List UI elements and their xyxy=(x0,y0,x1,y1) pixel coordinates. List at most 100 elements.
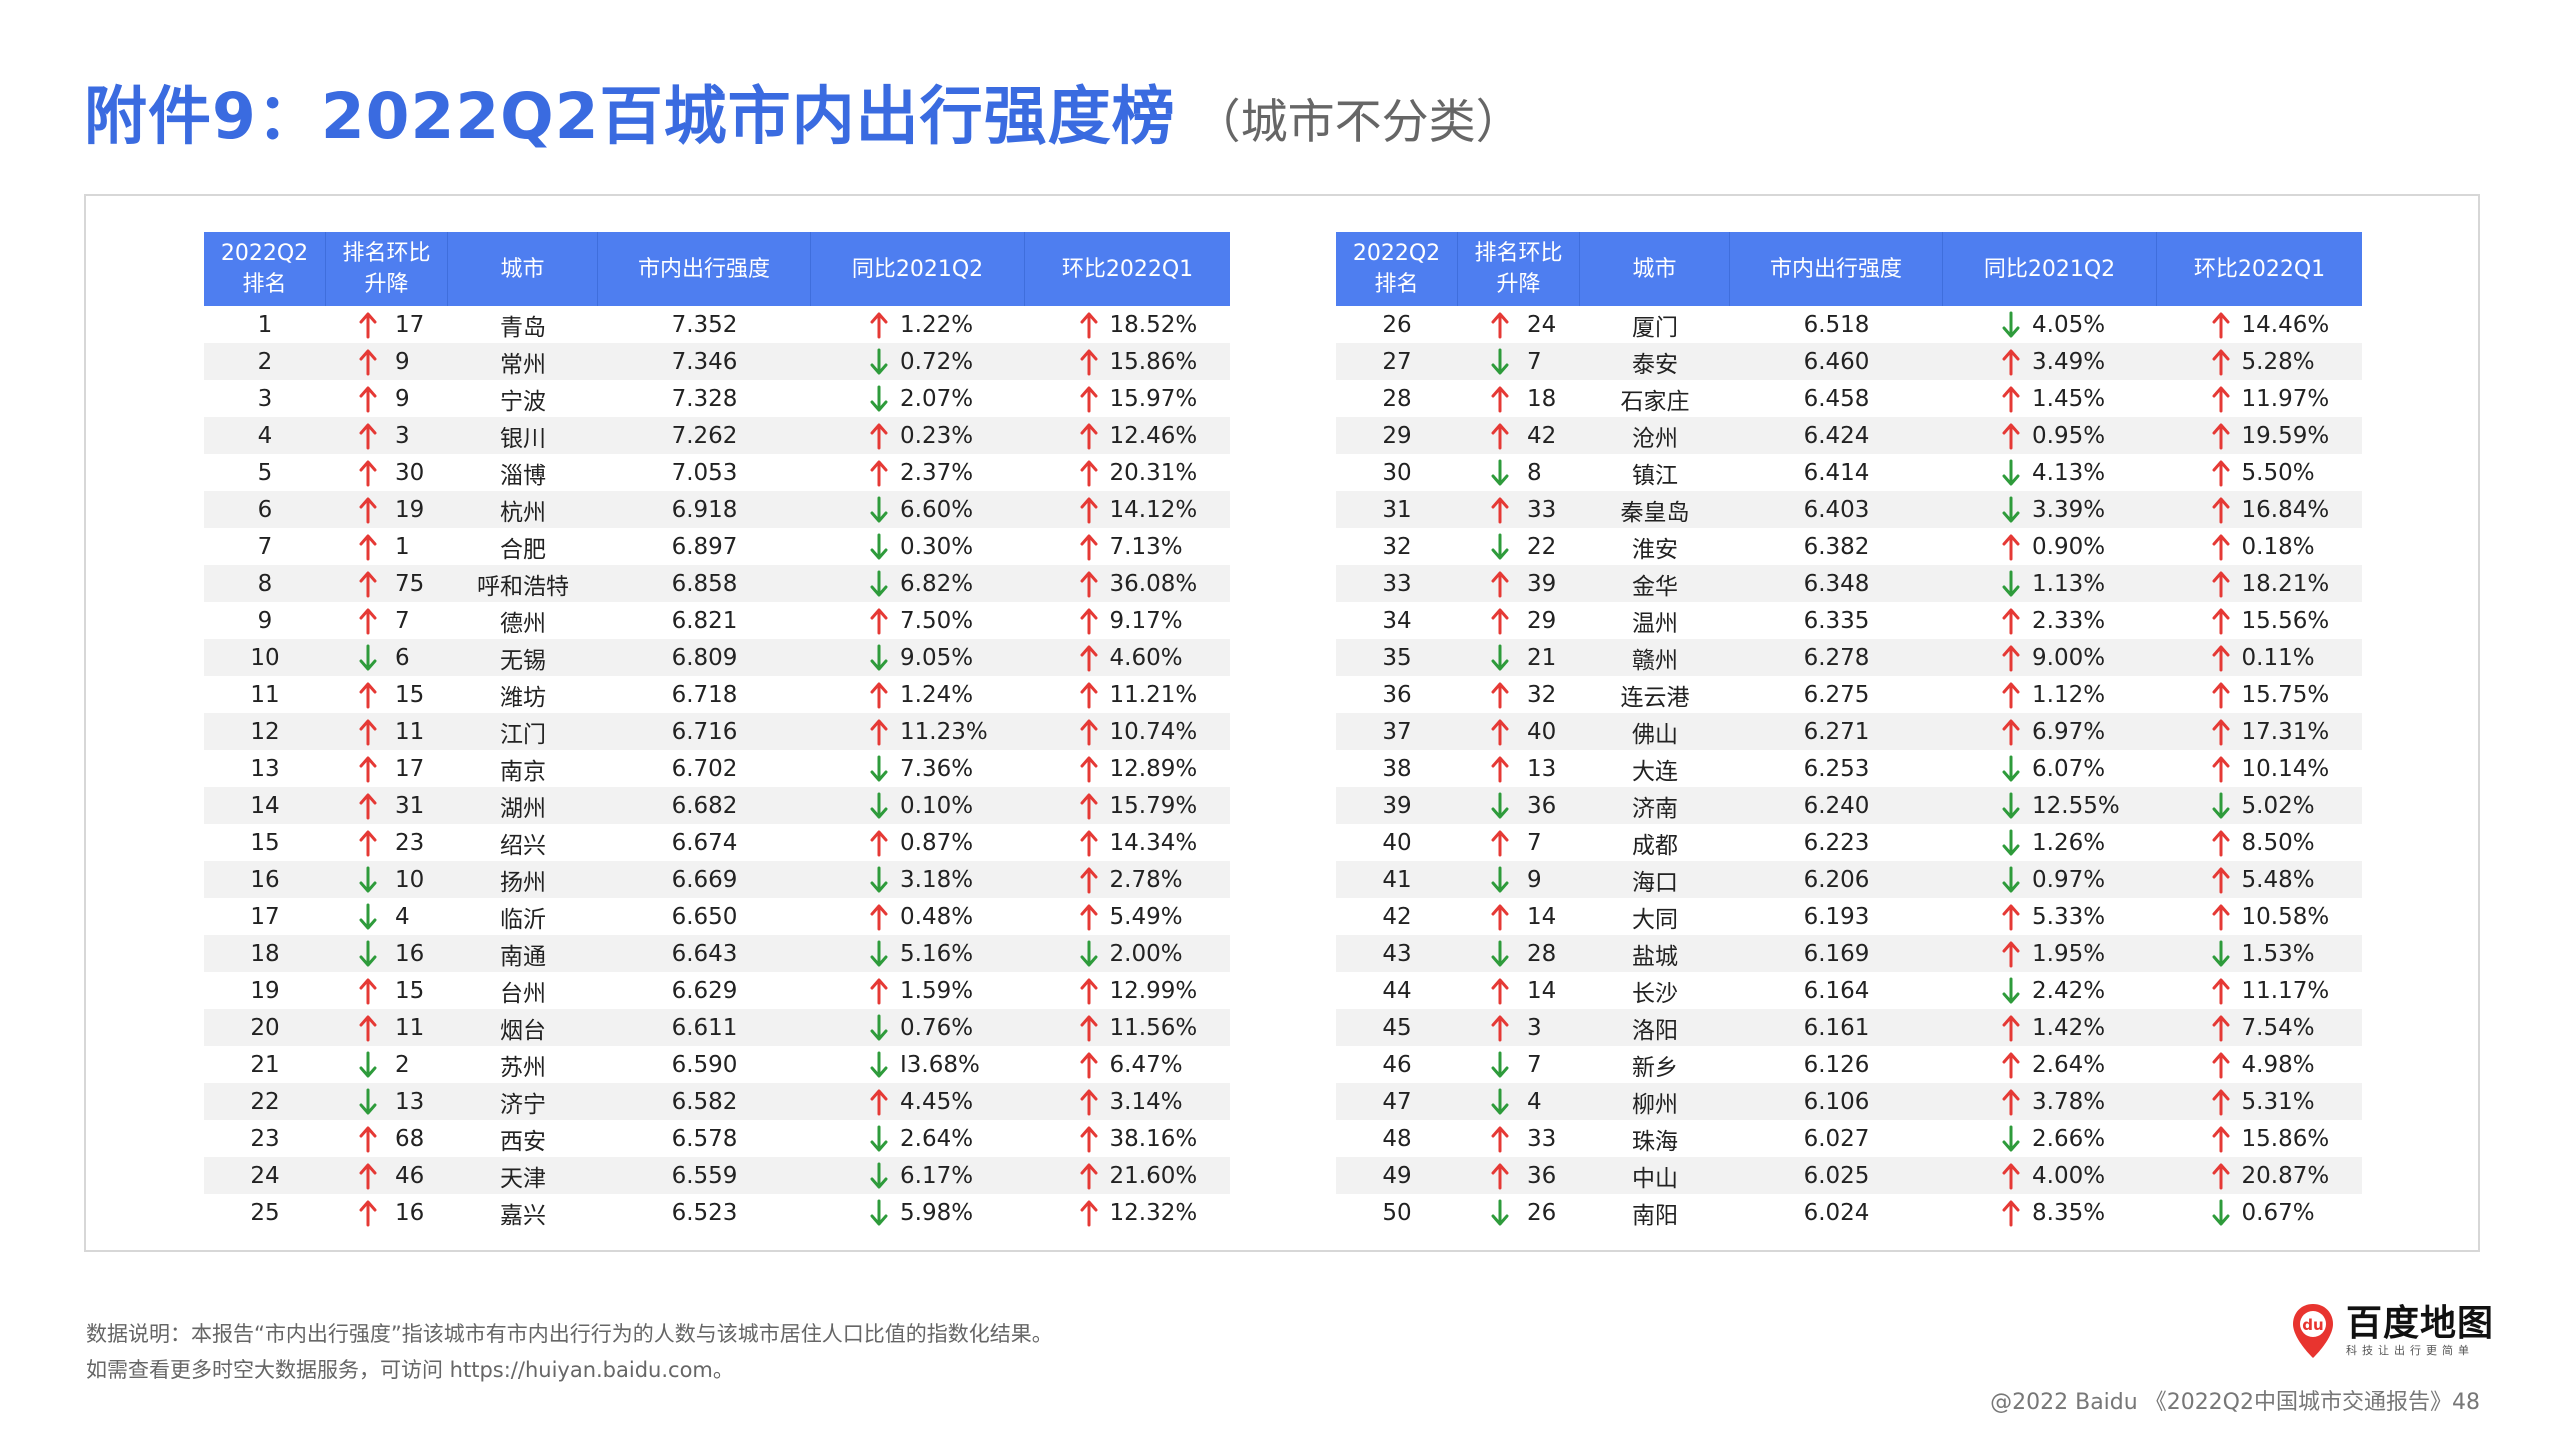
yoy-change-cell: 6.60% xyxy=(811,491,1025,528)
arrow-up-icon xyxy=(1080,423,1097,449)
qoq-change-value: 10.58% xyxy=(2241,903,2330,930)
arrow-up-icon xyxy=(359,423,377,449)
intensity-cell: 6.460 xyxy=(1803,348,1870,375)
arrow-up-icon xyxy=(2212,608,2229,634)
arrow-up-icon xyxy=(1080,645,1097,671)
table-header: 2022Q2 排名 排名环比 升降 城市 市内出行强度 同比2021Q2 环比2022Q1 xyxy=(204,232,1230,306)
arrow-up-icon xyxy=(1080,386,1097,412)
qoq-change-cell: 5.02% xyxy=(2157,787,2362,824)
table-row: 18 16 南通 6.643 5.16% 2.00% xyxy=(204,935,1230,972)
qoq-change-value: 0.18% xyxy=(2241,533,2315,560)
intensity-cell: 6.348 xyxy=(1803,570,1870,597)
table-row: 6 19 杭州 6.918 6.60% 14.12% xyxy=(204,491,1230,528)
data-note: 数据说明：本报告“市内出行强度”指该城市有市内出行行为的人数与该城市居住人口比值… xyxy=(86,1322,1053,1346)
city-cell: 江门 xyxy=(500,721,546,748)
rank-cell: 37 xyxy=(1382,718,1412,745)
qoq-change-cell: 21.60% xyxy=(1025,1157,1230,1194)
qoq-change-value: 12.89% xyxy=(1109,755,1198,782)
yoy-change-value: 4.05% xyxy=(2032,311,2106,338)
rank-change-cell: 14 xyxy=(1458,898,1580,935)
intensity-cell: 6.669 xyxy=(671,866,738,893)
arrow-up-icon xyxy=(1080,978,1097,1004)
arrow-up-icon xyxy=(2212,645,2229,671)
qoq-change-value: 15.97% xyxy=(1109,385,1198,412)
qoq-change-cell: 0.67% xyxy=(2157,1194,2362,1231)
rank-cell: 24 xyxy=(250,1162,280,1189)
arrow-down-icon xyxy=(2002,1125,2020,1151)
rank-cell: 44 xyxy=(1382,977,1412,1004)
yoy-change-value: 11.23% xyxy=(900,718,988,745)
city-cell: 银川 xyxy=(500,425,546,452)
rank-cell: 26 xyxy=(1382,311,1412,338)
rank-change-value: 31 xyxy=(395,792,425,819)
intensity-cell: 6.271 xyxy=(1803,718,1870,745)
arrow-up-icon xyxy=(2212,978,2229,1004)
yoy-change-value: 5.33% xyxy=(2032,903,2106,930)
arrow-up-icon xyxy=(2212,830,2229,856)
header-cell: 排名环比 升降 xyxy=(1458,232,1580,306)
yoy-change-cell: 8.35% xyxy=(1943,1194,2157,1231)
city-cell: 秦皇岛 xyxy=(1620,499,1690,526)
qoq-change-value: 36.08% xyxy=(1109,570,1198,597)
rank-change-cell: 10 xyxy=(326,861,448,898)
qoq-change-cell: 6.47% xyxy=(1025,1046,1230,1083)
qoq-change-cell: 2.78% xyxy=(1025,861,1230,898)
intensity-cell: 6.403 xyxy=(1803,496,1870,523)
yoy-change-value: 5.98% xyxy=(900,1199,974,1226)
arrow-down-icon xyxy=(1491,533,1509,559)
arrow-up-icon xyxy=(2212,534,2229,560)
yoy-change-value: 1.45% xyxy=(2032,385,2106,412)
yoy-change-cell: 1.22% xyxy=(811,306,1025,343)
rank-change-value: 39 xyxy=(1527,570,1557,597)
city-cell: 苏州 xyxy=(500,1054,546,1081)
yoy-change-value: 1.59% xyxy=(900,977,974,1004)
rank-change-value: 21 xyxy=(1527,644,1557,671)
yoy-change-value: 7.50% xyxy=(900,607,974,634)
qoq-change-cell: 15.75% xyxy=(2157,676,2362,713)
qoq-change-cell: 10.14% xyxy=(2157,750,2362,787)
header-cell: 市内出行强度 xyxy=(1730,232,1943,306)
table-row: 46 7 新乡 6.126 2.64% 4.98% xyxy=(1336,1046,2362,1083)
yoy-change-value: 6.82% xyxy=(900,570,974,597)
rank-cell: 47 xyxy=(1382,1088,1412,1115)
yoy-change-value: 4.45% xyxy=(900,1088,974,1115)
arrow-up-icon xyxy=(359,608,377,634)
rank-change-cell: 9 xyxy=(326,380,448,417)
arrow-up-icon xyxy=(1080,1163,1097,1189)
arrow-down-icon xyxy=(870,533,888,559)
arrow-up-icon xyxy=(1080,756,1097,782)
table-row: 49 36 中山 6.025 4.00% 20.87% xyxy=(1336,1157,2362,1194)
intensity-cell: 7.346 xyxy=(671,348,738,375)
title-main: 附件9：2022Q2百城市内出行强度榜 xyxy=(84,80,1176,153)
city-cell: 大同 xyxy=(1632,906,1678,933)
rank-change-cell: 7 xyxy=(1458,343,1580,380)
yoy-change-value: 1.42% xyxy=(2032,1014,2106,1041)
qoq-change-value: 14.46% xyxy=(2241,311,2330,338)
city-cell: 厦门 xyxy=(1632,314,1678,341)
qoq-change-cell: 12.99% xyxy=(1025,972,1230,1009)
arrow-up-icon xyxy=(2212,867,2229,893)
arrow-up-icon xyxy=(1080,682,1097,708)
qoq-change-value: 0.11% xyxy=(2241,644,2315,671)
city-cell: 常州 xyxy=(500,351,546,378)
qoq-change-cell: 11.21% xyxy=(1025,676,1230,713)
qoq-change-cell: 20.31% xyxy=(1025,454,1230,491)
rank-change-value: 8 xyxy=(1527,459,1542,486)
arrow-down-icon xyxy=(1491,866,1509,892)
rank-cell: 21 xyxy=(250,1051,280,1078)
arrow-down-icon xyxy=(870,1014,888,1040)
qoq-change-cell: 12.46% xyxy=(1025,417,1230,454)
yoy-change-cell: 2.33% xyxy=(1943,602,2157,639)
rank-change-value: 9 xyxy=(395,385,410,412)
rank-cell: 41 xyxy=(1382,866,1412,893)
yoy-change-value: 8.35% xyxy=(2032,1199,2106,1226)
yoy-change-cell: 11.23% xyxy=(811,713,1025,750)
yoy-change-value: 6.07% xyxy=(2032,755,2106,782)
rank-cell: 46 xyxy=(1382,1051,1412,1078)
arrow-up-icon xyxy=(1491,571,1509,597)
intensity-cell: 6.024 xyxy=(1803,1199,1870,1226)
yoy-change-cell: 6.07% xyxy=(1943,750,2157,787)
rank-change-cell: 7 xyxy=(326,602,448,639)
rank-cell: 6 xyxy=(257,496,273,523)
arrow-up-icon xyxy=(1491,423,1509,449)
